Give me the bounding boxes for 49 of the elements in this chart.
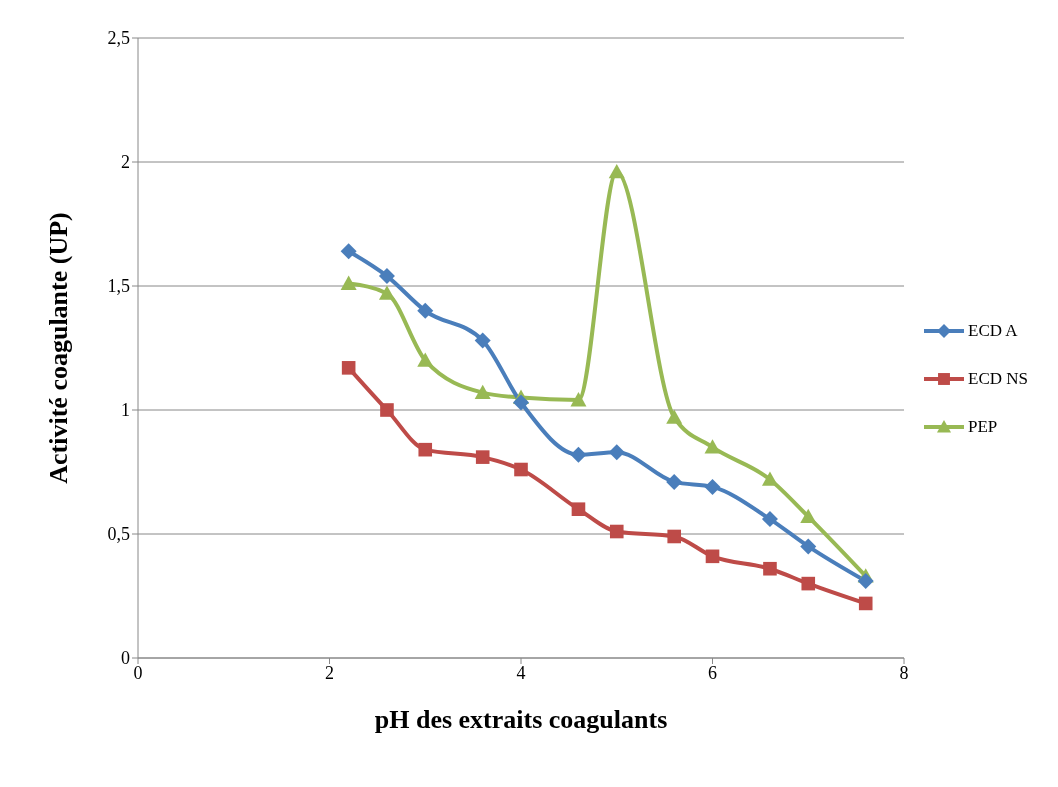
point	[608, 163, 625, 179]
point	[800, 508, 817, 524]
legend-label: ECD A	[968, 321, 1018, 341]
x-tick-label: 4	[516, 662, 526, 683]
point	[667, 529, 682, 544]
point	[761, 511, 778, 528]
point	[858, 596, 873, 611]
point	[474, 332, 491, 349]
point	[341, 361, 356, 375]
x-axis-title: pH des extraits coagulants	[374, 705, 668, 734]
point	[571, 502, 586, 516]
point	[609, 524, 624, 539]
y-axis-title: Activité coagulante (UP)	[44, 212, 74, 484]
point	[666, 473, 683, 490]
point	[417, 302, 434, 319]
point	[800, 538, 817, 555]
x-tick-label: 6	[708, 662, 718, 683]
point	[340, 243, 357, 260]
y-tick-label: 0,5	[107, 524, 130, 545]
x-tick-label: 8	[899, 662, 909, 683]
point	[763, 561, 777, 576]
legend-label: ECD NS	[968, 369, 1028, 389]
point	[378, 268, 395, 285]
y-tick-label: 1,5	[107, 276, 130, 297]
point	[474, 384, 491, 400]
point	[570, 446, 587, 463]
point	[378, 285, 395, 300]
y-tick-label: 2,5	[107, 28, 130, 49]
legend-label: PEP	[968, 417, 998, 437]
point	[857, 573, 874, 590]
point	[514, 462, 528, 477]
point	[417, 352, 434, 367]
x-tick-label: 2	[325, 662, 334, 683]
y-tick-label: 1	[121, 400, 130, 421]
point	[761, 471, 778, 486]
point	[704, 478, 721, 495]
point	[513, 394, 530, 411]
point	[475, 450, 490, 464]
point	[704, 439, 721, 454]
point	[705, 549, 720, 564]
point	[418, 442, 433, 457]
point	[380, 403, 394, 417]
point	[340, 275, 357, 290]
point	[608, 444, 625, 461]
point	[666, 409, 683, 424]
point	[801, 576, 816, 591]
point	[570, 392, 587, 407]
y-tick-label: 2	[121, 152, 130, 173]
y-tick-label: 0	[121, 648, 130, 669]
